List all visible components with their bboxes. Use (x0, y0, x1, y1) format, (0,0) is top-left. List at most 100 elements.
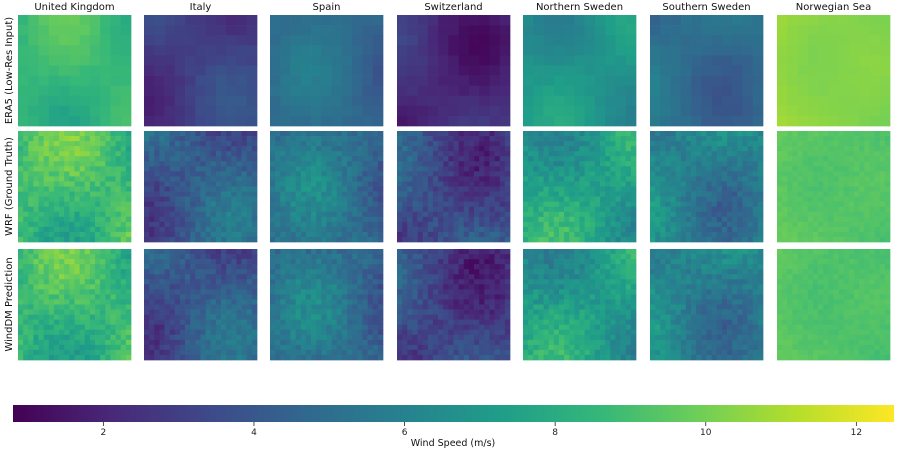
heatmap-cell (427, 216, 434, 223)
heatmap-cell (174, 354, 181, 361)
heatmap-cell (448, 115, 459, 127)
heatmap-cell (33, 146, 39, 152)
heatmap-cell (100, 15, 111, 26)
heatmap-cell (331, 45, 343, 56)
heatmap-cell (251, 231, 258, 238)
heatmap-cell (100, 299, 106, 305)
heatmap-cell (159, 289, 165, 295)
heatmap-cell (164, 339, 171, 346)
heatmap-cell (231, 344, 237, 351)
heatmap-cell (615, 25, 627, 36)
heatmap-cell (397, 249, 403, 255)
heatmap-cell (100, 55, 111, 66)
heatmap-cell (605, 35, 616, 46)
heatmap-cell (610, 191, 616, 197)
heatmap-cell (290, 176, 297, 182)
heatmap-cell (407, 314, 413, 320)
heatmap-cell (164, 105, 176, 117)
heatmap-cell (453, 176, 459, 182)
heatmap-cell (174, 171, 181, 177)
heatmap-cell (589, 231, 596, 238)
heatmap-cell (407, 264, 413, 270)
heatmap-cell (149, 274, 155, 280)
heatmap-cell (584, 151, 591, 157)
heatmap-cell (489, 136, 495, 142)
heatmap-cell (120, 181, 127, 187)
heatmap-cell (125, 186, 132, 192)
heatmap-cell (443, 171, 449, 177)
heatmap-cell (463, 354, 470, 361)
heatmap-cell (443, 186, 449, 192)
heatmap-cell (468, 201, 475, 208)
heatmap-cell (438, 269, 444, 275)
heatmap-cell (246, 45, 258, 56)
heatmap-cell (412, 181, 418, 187)
heatmap-cell (28, 314, 34, 320)
heatmap-cell (210, 176, 217, 182)
heatmap-cell (159, 226, 165, 233)
heatmap-cell (417, 269, 424, 275)
heatmap-cell (432, 221, 439, 228)
heatmap-cell (205, 45, 217, 56)
heatmap-cell (210, 279, 217, 285)
heatmap-cell (402, 161, 408, 167)
heatmap-cell (331, 216, 338, 223)
heatmap-cell (105, 216, 111, 223)
heatmap-cell (215, 15, 227, 26)
heatmap-cell (528, 226, 534, 233)
heatmap-cell (468, 226, 475, 233)
heatmap-cell (28, 171, 34, 177)
heatmap-cell (600, 156, 606, 162)
heatmap-cell (164, 25, 176, 36)
heatmap-cell (427, 236, 434, 243)
heatmap-cell (154, 339, 160, 346)
heatmap-cell (154, 191, 160, 197)
heatmap-cell (316, 236, 322, 243)
heatmap-cell (154, 161, 160, 167)
heatmap-cell (59, 236, 65, 243)
heatmap-cell (120, 151, 127, 157)
heatmap-cell (23, 186, 29, 192)
heatmap-cell (427, 339, 434, 346)
heatmap-cell (443, 176, 449, 182)
heatmap-cell (479, 294, 485, 300)
heatmap-cell (59, 85, 70, 97)
heatmap-cell (311, 231, 317, 238)
heatmap-cell (200, 254, 206, 260)
heatmap-cell (569, 236, 575, 243)
heatmap-cell (110, 156, 116, 162)
heatmap-cell (144, 344, 150, 351)
heatmap-cell (18, 85, 29, 97)
heatmap-cell (43, 136, 50, 142)
heatmap-cell (553, 15, 565, 26)
heatmap-cell (407, 15, 418, 26)
heatmap-cell (59, 131, 65, 137)
heatmap-cell (316, 269, 322, 275)
heatmap-cell (336, 324, 343, 331)
heatmap-cell (246, 249, 253, 255)
heatmap-cell (357, 304, 363, 310)
heatmap-cell (316, 309, 322, 315)
heatmap-cell (28, 75, 39, 86)
heatmap-cell (615, 146, 621, 152)
heatmap-cell (74, 161, 80, 167)
heatmap-cell (438, 146, 444, 152)
heatmap-cell (95, 236, 101, 243)
heatmap-cell (367, 206, 374, 213)
heatmap-cell (357, 231, 363, 238)
heatmap-cell (270, 319, 276, 326)
heatmap-cell (23, 141, 29, 147)
heatmap-cell (185, 105, 196, 117)
heatmap-cell (494, 334, 501, 341)
heatmap-cell (154, 95, 165, 107)
heatmap-cell (221, 334, 227, 341)
heatmap-cell (453, 274, 459, 280)
heatmap-cell (210, 304, 217, 310)
heatmap-cell (84, 186, 91, 192)
heatmap-cell (290, 339, 297, 346)
heatmap-cell (453, 309, 459, 315)
heatmap-cell (326, 196, 332, 202)
heatmap-cell (341, 249, 348, 255)
heatmap-cell (321, 274, 327, 280)
heatmap-cell (144, 231, 150, 238)
